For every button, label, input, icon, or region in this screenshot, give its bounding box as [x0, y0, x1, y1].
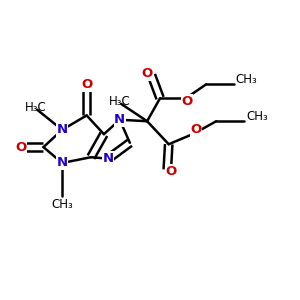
Text: CH₃: CH₃	[246, 110, 268, 122]
Text: N: N	[57, 123, 68, 136]
Text: O: O	[142, 67, 153, 80]
Text: O: O	[81, 78, 92, 92]
Text: N: N	[57, 157, 68, 169]
Text: H₃C: H₃C	[109, 94, 130, 107]
Text: CH₃: CH₃	[236, 73, 258, 86]
Text: N: N	[103, 152, 114, 165]
Text: H₃C: H₃C	[25, 101, 46, 114]
Text: N: N	[114, 113, 125, 126]
Text: O: O	[181, 94, 193, 107]
Text: O: O	[15, 141, 27, 154]
Text: O: O	[166, 164, 177, 178]
Text: O: O	[190, 123, 202, 136]
Text: CH₃: CH₃	[51, 198, 73, 212]
